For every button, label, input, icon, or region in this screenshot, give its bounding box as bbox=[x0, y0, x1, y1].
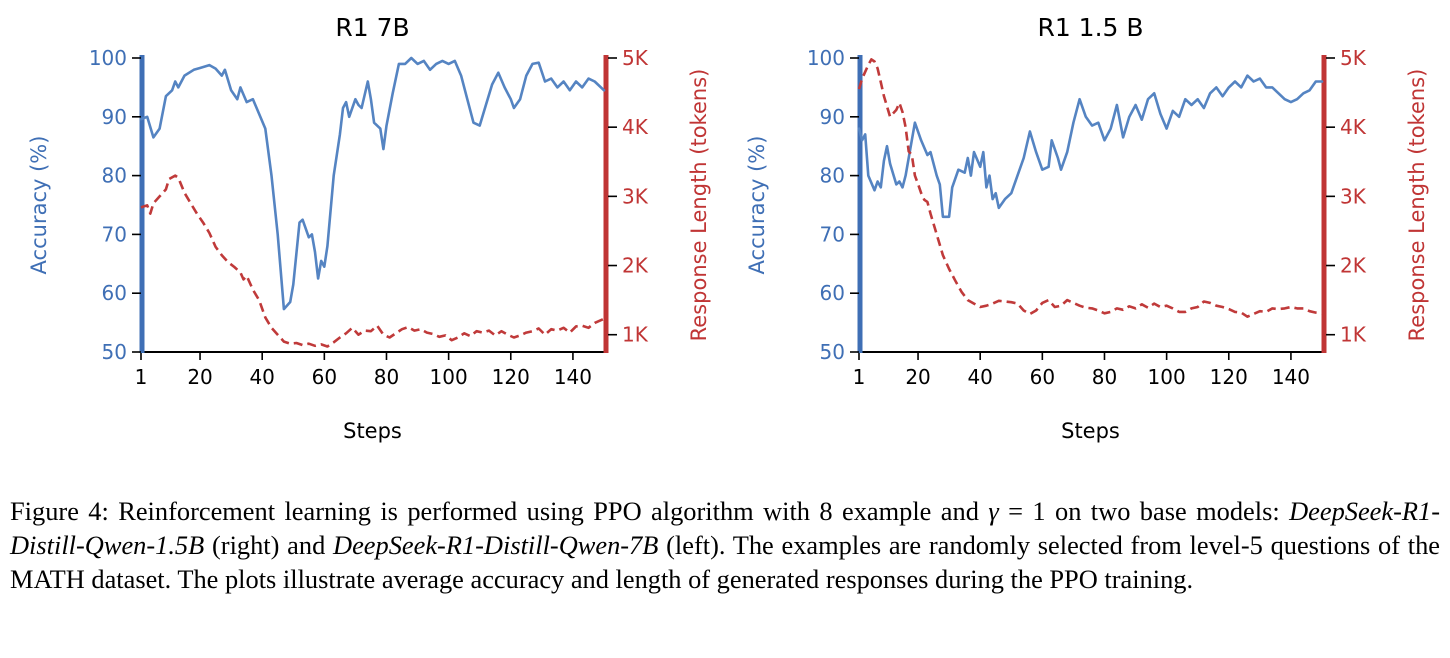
chart1-left-tick-label: 50 bbox=[102, 340, 127, 364]
chart2-x-tick-label: 1 bbox=[853, 365, 866, 389]
chart1-title: R1 7B bbox=[335, 13, 409, 42]
chart2-length-line bbox=[857, 58, 1323, 318]
chart2-right-tick-label: 3K bbox=[1340, 184, 1367, 208]
chart1-accuracy-line bbox=[139, 56, 606, 311]
chart1-x-tick-label: 20 bbox=[187, 365, 212, 389]
chart1-panel: R1 7B1 20 40 60 80 100 120 140Steps506070809010… bbox=[27, 13, 711, 443]
chart1-right-tick-label: 2K bbox=[622, 254, 649, 278]
chart2-x-tick-label: 60 bbox=[1030, 365, 1055, 389]
chart2-right-tick-label: 1K bbox=[1340, 323, 1367, 347]
chart1-left-tick-label: 80 bbox=[102, 164, 127, 188]
chart2-left-tick-label: 70 bbox=[820, 222, 845, 246]
chart1-x-tick-label: 120 bbox=[492, 365, 530, 389]
chart1-x-tick-label: 80 bbox=[374, 365, 399, 389]
chart1-x-tick-label: 60 bbox=[312, 365, 337, 389]
chart2-x-tick-label: 40 bbox=[967, 365, 992, 389]
chart2-x-tick-label: 100 bbox=[1148, 365, 1186, 389]
chart1-left-axis-label: Accuracy (%) bbox=[27, 136, 51, 275]
chart2-title: R1 1.5 B bbox=[1037, 13, 1143, 42]
chart2-left-tick-label: 90 bbox=[820, 105, 845, 129]
chart1-right-axis-label: Response Length (tokens) bbox=[687, 69, 711, 342]
chart2-x-tick-label: 140 bbox=[1272, 365, 1310, 389]
chart1-left-tick-label: 100 bbox=[89, 46, 127, 70]
chart1-right-tick-label: 4K bbox=[622, 115, 649, 139]
chart1-right-tick-label: 1K bbox=[622, 323, 649, 347]
chart2-panel: R1 1.5 B1 20 40 60 80 100 120 140Steps506070809… bbox=[745, 13, 1429, 443]
chart2-x-tick-label: 80 bbox=[1092, 365, 1117, 389]
chart1-right-tick-label: 3K bbox=[622, 184, 649, 208]
chart2-x-tick-label: 20 bbox=[905, 365, 930, 389]
chart1-left-tick-label: 70 bbox=[102, 222, 127, 246]
chart2-right-tick-label: 4K bbox=[1340, 115, 1367, 139]
caption-eq: = 1 on two base models: bbox=[998, 496, 1290, 526]
chart2-left-axis-label: Accuracy (%) bbox=[745, 136, 769, 275]
chart2-x-tick-label: 120 bbox=[1210, 365, 1248, 389]
caption-mid: (right) and bbox=[204, 530, 334, 560]
chart2-left-tick-label: 100 bbox=[807, 46, 845, 70]
caption-tail: (left). The examples are randomly select… bbox=[10, 530, 1440, 594]
chart2-left-tick-label: 50 bbox=[820, 340, 845, 364]
caption-lead: Figure 4: Reinforcement learning is perf… bbox=[10, 496, 989, 526]
caption-model-b: DeepSeek-R1-Distill-Qwen-7B bbox=[333, 530, 659, 560]
chart2-accuracy-line bbox=[857, 74, 1324, 219]
chart2-right-tick-label: 5K bbox=[1340, 46, 1367, 70]
chart1-x-tick-label: 40 bbox=[249, 365, 274, 389]
chart2-right-axis-label: Response Length (tokens) bbox=[1405, 69, 1429, 342]
chart1-x-axis-label: Steps bbox=[343, 419, 402, 443]
chart2-left-tick-label: 60 bbox=[820, 281, 845, 305]
chart1-length-line bbox=[140, 174, 605, 348]
chart1-left-tick-label: 90 bbox=[102, 105, 127, 129]
chart2-x-axis-label: Steps bbox=[1061, 419, 1120, 443]
caption-gamma: γ bbox=[988, 496, 999, 526]
chart2-right-tick-label: 2K bbox=[1340, 254, 1367, 278]
chart1-x-tick-label: 100 bbox=[430, 365, 468, 389]
chart1-x-tick-label: 1 bbox=[135, 365, 148, 389]
chart1-left-tick-label: 60 bbox=[102, 281, 127, 305]
caption-model-a: DeepSeek-R1-Distill-Qwen-1.5B bbox=[10, 496, 1440, 560]
chart1-right-tick-label: 5K bbox=[622, 46, 649, 70]
figure-charts: R1 7B1 20 40 60 80 100 120 140Steps506070809010… bbox=[27, 13, 1429, 443]
chart2-left-tick-label: 80 bbox=[820, 164, 845, 188]
chart1-x-tick-label: 140 bbox=[554, 365, 592, 389]
figure-caption: Figure 4: Reinforcement learning is perf… bbox=[10, 494, 1440, 596]
